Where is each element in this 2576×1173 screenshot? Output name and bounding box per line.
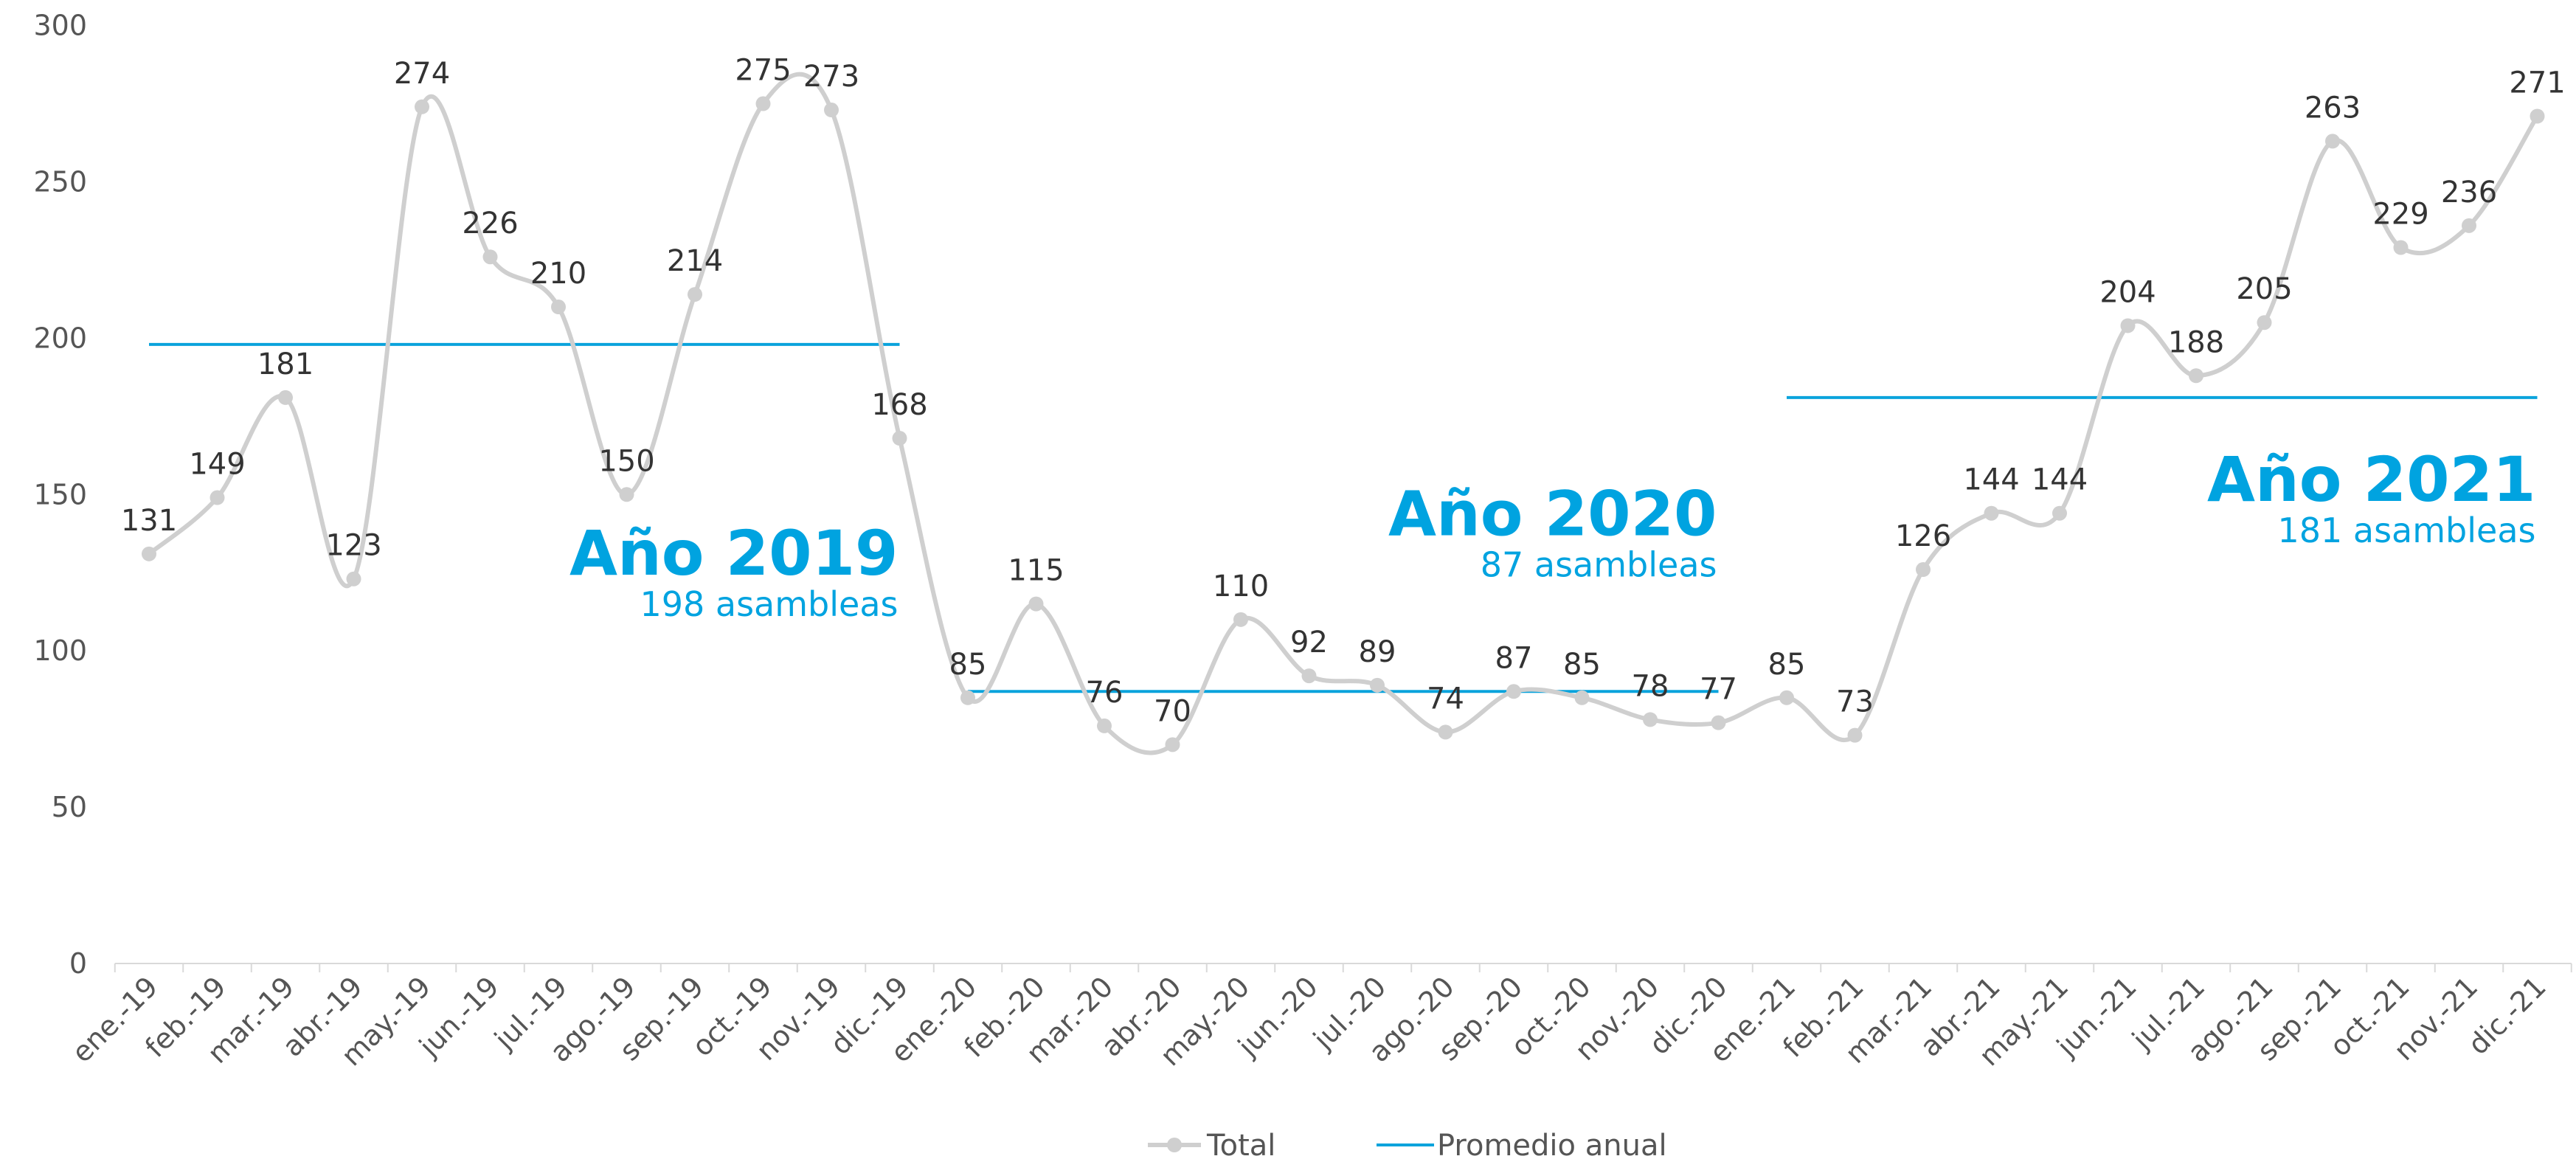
total-data-point <box>346 571 361 586</box>
data-label: 78 <box>1632 669 1669 703</box>
total-data-point <box>2393 240 2409 255</box>
total-data-point <box>892 431 907 446</box>
total-data-point <box>960 690 975 705</box>
y-tick-label: 200 <box>33 322 87 354</box>
data-label: 273 <box>803 60 859 94</box>
data-label: 144 <box>1963 463 2019 497</box>
y-tick-label: 100 <box>33 634 87 667</box>
total-series-line <box>148 72 2540 755</box>
total-data-point <box>755 96 771 111</box>
y-tick-label: 250 <box>33 166 87 198</box>
data-label: 168 <box>871 388 927 422</box>
total-data-point <box>2530 108 2545 124</box>
data-label: 236 <box>2441 176 2497 210</box>
total-data-point <box>415 99 429 114</box>
total-data-point <box>2120 318 2136 333</box>
data-label: 150 <box>598 444 654 478</box>
annotation-title: Año 2019 <box>569 517 899 589</box>
data-label: 126 <box>1895 519 1951 553</box>
total-data-point <box>2189 368 2203 384</box>
data-label: 144 <box>2032 463 2088 497</box>
data-label: 85 <box>949 648 987 682</box>
total-data-point <box>1165 737 1180 752</box>
total-data-point <box>1301 668 1317 684</box>
total-data-point <box>1916 562 1931 578</box>
data-label: 85 <box>1768 648 1806 682</box>
total-data-point <box>2052 505 2067 521</box>
annotation-subtitle: 87 asambleas <box>1481 544 1717 584</box>
data-label: 205 <box>2236 272 2292 306</box>
data-label: 89 <box>1359 635 1396 669</box>
data-label: 87 <box>1495 641 1533 675</box>
data-label: 74 <box>1427 682 1464 716</box>
total-data-point <box>2257 315 2272 331</box>
total-data-point <box>1711 715 1726 730</box>
total-data-point <box>2325 134 2340 149</box>
annotation-title: Año 2020 <box>1388 477 1717 550</box>
data-label: 77 <box>1700 673 1737 707</box>
data-label: 110 <box>1213 570 1269 603</box>
data-label: 149 <box>189 448 245 482</box>
data-label: 92 <box>1290 626 1328 660</box>
total-data-point <box>1643 712 1658 727</box>
x-tick-label: ene.-19 <box>66 970 165 1069</box>
data-label: 226 <box>462 207 518 241</box>
data-label: 214 <box>667 244 723 278</box>
total-data-point <box>1233 612 1248 627</box>
annotation-subtitle: 181 asambleas <box>2277 511 2535 550</box>
legend-total-label: Total <box>1206 1129 1275 1163</box>
annotation-title: Año 2021 <box>2207 443 2536 516</box>
data-label: 229 <box>2372 197 2428 231</box>
total-data-point <box>1984 505 1999 521</box>
total-data-point <box>1097 718 1112 733</box>
total-data-point <box>1847 727 1863 743</box>
data-label: 274 <box>394 57 450 91</box>
total-data-point <box>551 300 566 315</box>
total-data-point <box>1779 690 1794 705</box>
y-tick-label: 0 <box>69 947 87 980</box>
total-data-point <box>688 287 702 302</box>
data-label: 73 <box>1836 685 1874 719</box>
total-data-point <box>482 249 498 265</box>
total-data-point <box>619 487 634 502</box>
annotation-subtitle: 198 asambleas <box>640 584 898 624</box>
total-data-point <box>1028 596 1044 612</box>
total-data-point <box>1438 724 1453 740</box>
data-label: 263 <box>2305 91 2361 125</box>
total-data-point <box>1370 677 1385 693</box>
legend-average-label: Promedio anual <box>1437 1129 1667 1163</box>
data-label: 188 <box>2168 325 2224 359</box>
total-data-point <box>1574 690 1590 705</box>
total-data-point <box>142 546 156 561</box>
data-label: 210 <box>530 257 586 291</box>
data-label: 271 <box>2509 66 2565 100</box>
y-tick-label: 50 <box>52 791 87 823</box>
data-label: 76 <box>1086 676 1123 710</box>
data-label: 123 <box>325 529 381 563</box>
total-data-point <box>824 103 839 118</box>
legend-total-marker <box>1167 1138 1182 1152</box>
data-label: 70 <box>1154 694 1191 728</box>
total-data-point <box>210 490 225 505</box>
x-tick-label: dic.-21 <box>2462 970 2552 1061</box>
total-data-point <box>1506 684 1521 699</box>
total-data-point <box>2462 218 2476 233</box>
y-tick-label: 300 <box>33 10 87 42</box>
data-label: 204 <box>2099 275 2156 309</box>
data-label: 131 <box>121 504 177 538</box>
data-label: 181 <box>257 347 314 381</box>
y-tick-label: 150 <box>33 478 87 511</box>
data-label: 115 <box>1008 554 1064 588</box>
data-label: 275 <box>735 54 791 88</box>
total-data-point <box>278 390 293 405</box>
data-label: 85 <box>1563 648 1601 682</box>
